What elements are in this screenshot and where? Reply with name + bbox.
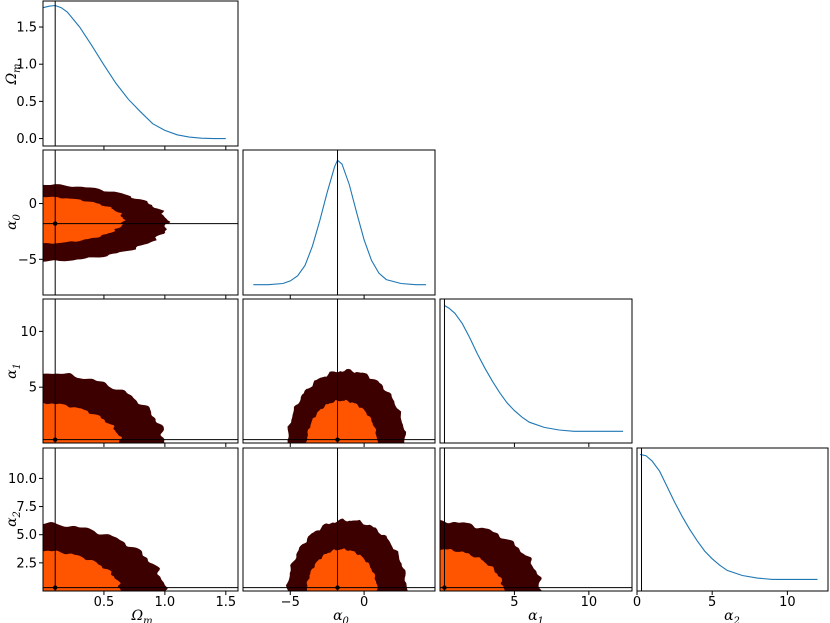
y-tick-label-alpha2: 7.5 [16,500,37,515]
x-axis-title-omega-m: Ωm [130,608,152,623]
x-axis-title-alpha1: α1 [528,608,544,623]
inner-region-alpha2-vs-omega_m [43,550,122,591]
truth-point-alpha1-vs-alpha0 [335,437,340,442]
marginal-curve-omega_m [42,4,226,140]
truth-point-alpha2-vs-alpha1 [442,585,447,590]
y-axis-title-omega-m: Ωm [4,63,23,85]
y-axis-title-alpha0: α0 [4,213,23,229]
y-tick-label-alpha1: 10 [20,325,37,340]
panel-frame-alpha1-vs-omega_m [42,298,239,444]
panel-alpha2-vs-alpha1 [440,448,632,591]
inner-region-alpha1-vs-alpha0 [305,399,379,443]
panel-frame-alpha2-vs-omega_m [42,447,239,592]
marginal-curve-alpha1 [444,305,624,432]
panel-frame-alpha2-vs-alpha1 [439,447,633,592]
panel-alpha2-vs-omega_m [43,448,238,591]
y-tick-label-omega_m: 1.0 [16,58,37,73]
inner-region-alpha1-vs-omega_m [43,402,123,443]
y-axis-title-alpha1: α1 [4,363,23,379]
x-tick-label-alpha2: 0 [633,595,641,610]
y-tick-label-omega_m: 1.5 [16,21,37,36]
panel-alpha0-vs-omega_m [43,150,238,295]
marginal-curve-alpha2 [639,453,818,580]
x-axis-title-alpha0: α0 [333,608,349,623]
x-axis-title-alpha2: α2 [724,608,740,623]
x-tick-label-alpha2: 5 [708,595,716,610]
x-tick-label-alpha0: 0 [360,595,368,610]
y-tick-label-omega_m: 0.0 [16,132,37,147]
x-tick-label-omega_m: 1.0 [155,595,176,610]
inner-region-alpha0-vs-omega_m [43,196,126,244]
y-tick-label-alpha2: 2.5 [16,556,37,571]
truth-point-alpha2-vs-alpha0 [335,585,340,590]
marginal-curve-alpha0 [253,159,427,286]
panel-frame-alpha1-marginal [439,298,633,444]
truth-point-alpha2-vs-omega_m [52,585,58,590]
inner-region-alpha2-vs-alpha1 [440,549,505,591]
x-tick-label-alpha2: 10 [779,595,796,610]
panel-frame-alpha0-marginal [242,149,436,296]
truth-point-alpha1-vs-omega_m [52,437,58,442]
truth-point-alpha0-vs-omega_m [52,221,58,226]
y-tick-label-alpha0: −5 [18,253,37,268]
y-tick-label-alpha1: 5 [29,381,37,396]
y-tick-label-alpha2: 5.0 [16,528,37,543]
panel-alpha1-vs-alpha0 [243,299,435,443]
panel-alpha2-vs-alpha0 [243,448,435,591]
x-tick-label-alpha1: 5 [510,595,518,610]
x-tick-label-alpha1: 10 [581,595,598,610]
inner-region-alpha2-vs-alpha0 [306,548,378,591]
panel-frame-alpha1-vs-alpha0 [242,298,436,444]
x-tick-label-alpha0: −5 [281,595,300,610]
panel-frame-omega_m-marginal [42,0,239,147]
y-axis-title-alpha2: α2 [4,511,23,527]
y-tick-label-omega_m: 0.5 [16,95,37,110]
x-tick-label-omega_m: 1.5 [215,595,236,610]
panel-alpha1-vs-omega_m [43,299,238,443]
panel-frame-alpha0-vs-omega_m [42,149,239,296]
panel-frame-alpha2-marginal [636,447,829,592]
panel-frame-alpha2-vs-alpha0 [242,447,436,592]
y-tick-label-alpha2: 10.0 [8,472,37,487]
x-tick-label-omega_m: 0.5 [94,595,115,610]
y-tick-label-alpha0: 0 [29,197,37,212]
